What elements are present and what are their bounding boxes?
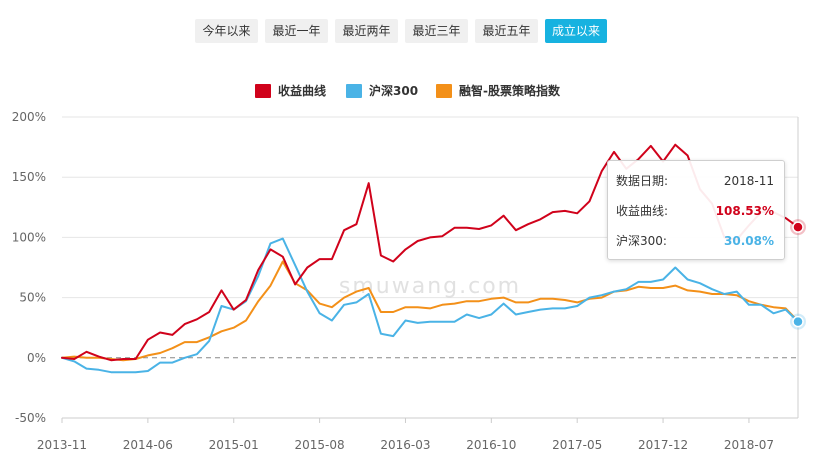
- y-tick-label: 50%: [19, 291, 46, 305]
- legend-item-return[interactable]: 收益曲线: [255, 83, 326, 99]
- tooltip-return-label: 收益曲线:: [616, 204, 669, 218]
- x-tick-label: 2016-10: [466, 438, 516, 452]
- tooltip-return-value: 108.53%: [715, 204, 774, 218]
- x-tick-label: 2013-11: [37, 438, 87, 452]
- marker-csi300-latest: [792, 315, 804, 328]
- tab-5y[interactable]: 最近五年: [475, 19, 538, 43]
- tooltip-row-csi300: 沪深300: 30.08%: [616, 232, 774, 250]
- legend-label-return: 收益曲线: [278, 84, 327, 98]
- legend-item-strategy-index[interactable]: 融智-股票策略指数: [436, 83, 560, 99]
- legend-label-csi300: 沪深300: [369, 84, 419, 98]
- x-tick-label: 2017-12: [638, 438, 688, 452]
- y-tick-label: 200%: [12, 110, 46, 124]
- legend-label-strategy-index: 融智-股票策略指数: [459, 84, 560, 98]
- y-tick-label: 100%: [12, 230, 46, 244]
- series-line-return: [61, 143, 799, 362]
- y-tick-label: 150%: [12, 170, 46, 184]
- series-line-strategy-index: [61, 260, 799, 362]
- tab-3y[interactable]: 最近三年: [405, 19, 468, 43]
- y-tick-label: 0%: [27, 351, 46, 365]
- legend-swatch-strategy-index: [436, 83, 452, 98]
- tab-since-inception[interactable]: 成立以来: [545, 19, 607, 43]
- x-tick-label: 2015-01: [209, 438, 259, 452]
- tab-ytd[interactable]: 今年以来: [195, 19, 258, 43]
- tooltip-row-return: 收益曲线: 108.53%: [616, 202, 774, 220]
- tooltip-row-date: 数据日期: 2018-11: [616, 172, 774, 190]
- tooltip-csi300-label: 沪深300:: [616, 234, 667, 248]
- legend-item-csi300[interactable]: 沪深300: [346, 83, 418, 99]
- x-tick-label: 2014-06: [123, 438, 173, 452]
- tooltip-csi300-value: 30.08%: [724, 234, 774, 248]
- data-tooltip: 数据日期: 2018-11 收益曲线: 108.53% 沪深300: 30.08…: [607, 160, 785, 260]
- tab-1y[interactable]: 最近一年: [265, 19, 328, 43]
- x-tick-label: 2016-03: [380, 438, 430, 452]
- legend-swatch-return: [255, 83, 271, 98]
- series-line-csi300: [61, 237, 799, 374]
- legend-swatch-csi300: [346, 83, 362, 98]
- x-tick-label: 2018-07: [724, 438, 774, 452]
- x-tick-label: 2015-08: [295, 438, 345, 452]
- marker-return-latest: [792, 221, 804, 233]
- tab-2y[interactable]: 最近两年: [335, 19, 398, 43]
- y-tick-label: -50%: [15, 411, 46, 425]
- tooltip-date-label: 数据日期:: [616, 174, 669, 188]
- tooltip-date-value: 2018-11: [723, 174, 774, 188]
- x-tick-label: 2017-05: [552, 438, 602, 452]
